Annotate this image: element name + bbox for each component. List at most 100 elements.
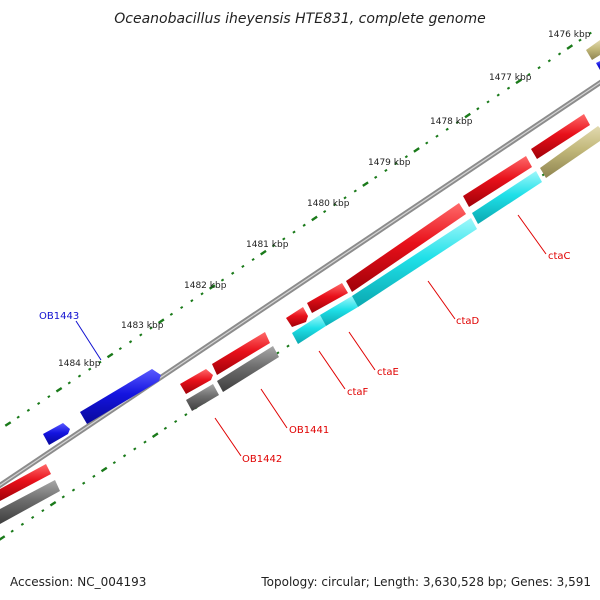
leader-OB1442 (214, 417, 242, 457)
minor-tick (139, 333, 143, 337)
kbp-label: 1479 kbp (368, 158, 411, 168)
minor-tick (353, 189, 357, 193)
gene-labels: OB1443 ctaC ctaD ctaE ctaF OB1441 OB1442 (39, 251, 571, 465)
outer-tick-track (4, 31, 592, 427)
leader-ctaC (517, 214, 547, 255)
gene-red-arrow[interactable] (463, 156, 532, 207)
gene-red-arrow[interactable] (180, 369, 213, 394)
kbp-label: 1478 kbp (430, 117, 473, 127)
minor-tick (149, 326, 153, 330)
gene-olive-arrow[interactable] (540, 126, 600, 178)
gene-olive-arrow[interactable] (586, 40, 600, 60)
minor-tick (476, 107, 480, 111)
kbp-label: 1484 kbp (58, 359, 101, 369)
minor-tick (384, 168, 388, 173)
major-tick (515, 78, 523, 85)
gene-blue-arrow[interactable] (43, 423, 70, 445)
leader-ctaD (427, 280, 456, 320)
minor-tick (271, 244, 276, 248)
minor-tick (133, 447, 137, 451)
minor-tick (323, 209, 327, 214)
gene-label-OB1441[interactable]: OB1441 (289, 425, 329, 436)
gene-features (0, 40, 600, 524)
minor-tick (404, 155, 408, 159)
minor-tick (163, 426, 168, 430)
minor-tick (292, 230, 296, 234)
minor-tick (184, 413, 188, 417)
minor-tick (578, 38, 582, 42)
minor-tick (128, 340, 133, 344)
gene-OB1441-arrow[interactable] (217, 346, 279, 392)
gene-ctaE-arrow[interactable] (320, 296, 358, 326)
kbp-label: 1480 kbp (307, 199, 350, 209)
map-title: Oceanobacillus iheyensis HTE831, complet… (114, 11, 485, 27)
gene-red-arrow[interactable] (212, 332, 270, 375)
minor-tick (496, 93, 500, 97)
minor-tick (588, 31, 592, 35)
major-tick (157, 318, 165, 324)
genome-summary-text: Topology: circular; Length: 3,630,528 bp… (260, 575, 591, 589)
gene-label-OB1442[interactable]: OB1442 (242, 454, 282, 465)
minor-tick (31, 515, 35, 520)
gene-label-ctaD[interactable]: ctaD (456, 316, 480, 327)
gene-ctaD-arrow[interactable] (346, 203, 466, 292)
minor-tick (333, 203, 337, 207)
leader-OB1441 (260, 388, 288, 429)
minor-tick (41, 509, 45, 513)
minor-tick (118, 347, 122, 351)
gene-cyan-arrow[interactable] (352, 218, 477, 307)
major-tick (413, 147, 420, 153)
minor-tick (174, 419, 178, 424)
minor-tick (200, 292, 204, 296)
gene-red-arrow[interactable] (286, 307, 308, 327)
major-tick (100, 466, 108, 473)
minor-tick (220, 278, 225, 282)
minor-tick (26, 408, 31, 412)
minor-tick (537, 66, 541, 70)
minor-tick (112, 461, 116, 465)
leader-ctaF (318, 350, 346, 390)
kbp-label: 1483 kbp (121, 321, 164, 331)
minor-tick (92, 474, 96, 478)
gene-label-OB1443[interactable]: OB1443 (39, 311, 79, 322)
minor-tick (61, 495, 65, 499)
gene-label-ctaE[interactable]: ctaE (377, 367, 399, 378)
major-tick (260, 249, 267, 256)
minor-tick (506, 86, 511, 90)
minor-tick (286, 344, 290, 348)
minor-tick (20, 522, 25, 526)
label-leaders (75, 214, 547, 457)
gene-red-arrow[interactable] (531, 114, 590, 159)
minor-tick (251, 257, 255, 262)
minor-tick (82, 481, 86, 485)
minor-tick (282, 237, 286, 241)
gene-ctaF-arrow[interactable] (292, 315, 326, 344)
gene-label-ctaF[interactable]: ctaF (347, 387, 369, 398)
minor-tick (302, 223, 306, 227)
gene-label-ctaC[interactable]: ctaC (548, 251, 571, 262)
minor-tick (169, 312, 174, 316)
accession-text: Accession: NC_004193 (10, 575, 146, 589)
gene-cyan-arrow[interactable] (472, 171, 542, 224)
gene-ctaC-arrow[interactable] (0, 464, 51, 501)
gene-OB1442-arrow[interactable] (186, 384, 219, 411)
kbp-label: 1476 kbp (548, 30, 591, 40)
leader-OB1443 (75, 320, 102, 361)
minor-tick (455, 120, 460, 125)
gene-OB1443-arrow[interactable] (80, 369, 161, 424)
minor-tick (98, 360, 102, 364)
gene-red-arrow[interactable] (307, 283, 348, 313)
gene-gray-arrow[interactable] (0, 480, 60, 524)
backbone (0, 79, 600, 489)
minor-tick (374, 175, 378, 179)
kbp-label: 1481 kbp (246, 240, 289, 250)
minor-tick (445, 127, 449, 131)
minor-tick (425, 141, 429, 145)
minor-tick (122, 454, 127, 458)
minor-tick (71, 488, 76, 492)
gene-blue-arrow[interactable] (596, 61, 600, 70)
minor-tick (557, 52, 562, 56)
minor-tick (143, 440, 147, 444)
kbp-labels: 1476 kbp 1477 kbp 1478 kbp 1479 kbp 1480… (58, 30, 591, 369)
minor-tick (47, 395, 51, 399)
